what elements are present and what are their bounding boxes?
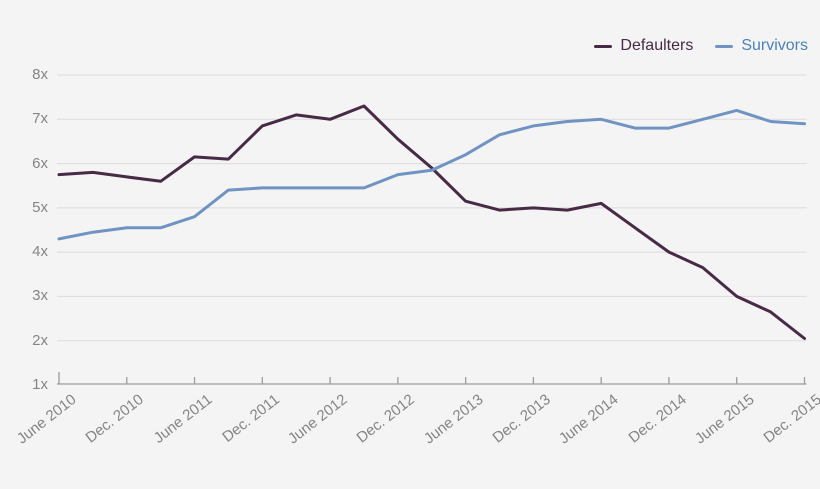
survivors-line-swatch	[715, 44, 734, 48]
survivors-line	[57, 108, 806, 241]
y-axis-label: 2x	[32, 331, 48, 349]
legend-item-survivors[interactable]: Survivors	[715, 37, 808, 55]
defaulters-line-swatch	[594, 44, 613, 48]
legend: Defaulters Survivors	[594, 37, 808, 55]
y-axis-label: 7x	[32, 110, 48, 128]
y-axis-label: 4x	[32, 243, 48, 261]
defaulters-legend-label: Defaulters	[620, 37, 694, 54]
y-axis-label: 8x	[32, 66, 48, 83]
defaulters-line	[57, 104, 806, 340]
y-axis-label: 3x	[32, 287, 48, 305]
y-axis-label: 6x	[32, 154, 48, 172]
survivors-legend-label: Survivors	[741, 37, 808, 54]
legend-item-defaulters[interactable]: Defaulters	[594, 37, 693, 55]
y-axis-label: 5x	[32, 198, 48, 216]
y-axis-label: 1x	[32, 376, 48, 393]
